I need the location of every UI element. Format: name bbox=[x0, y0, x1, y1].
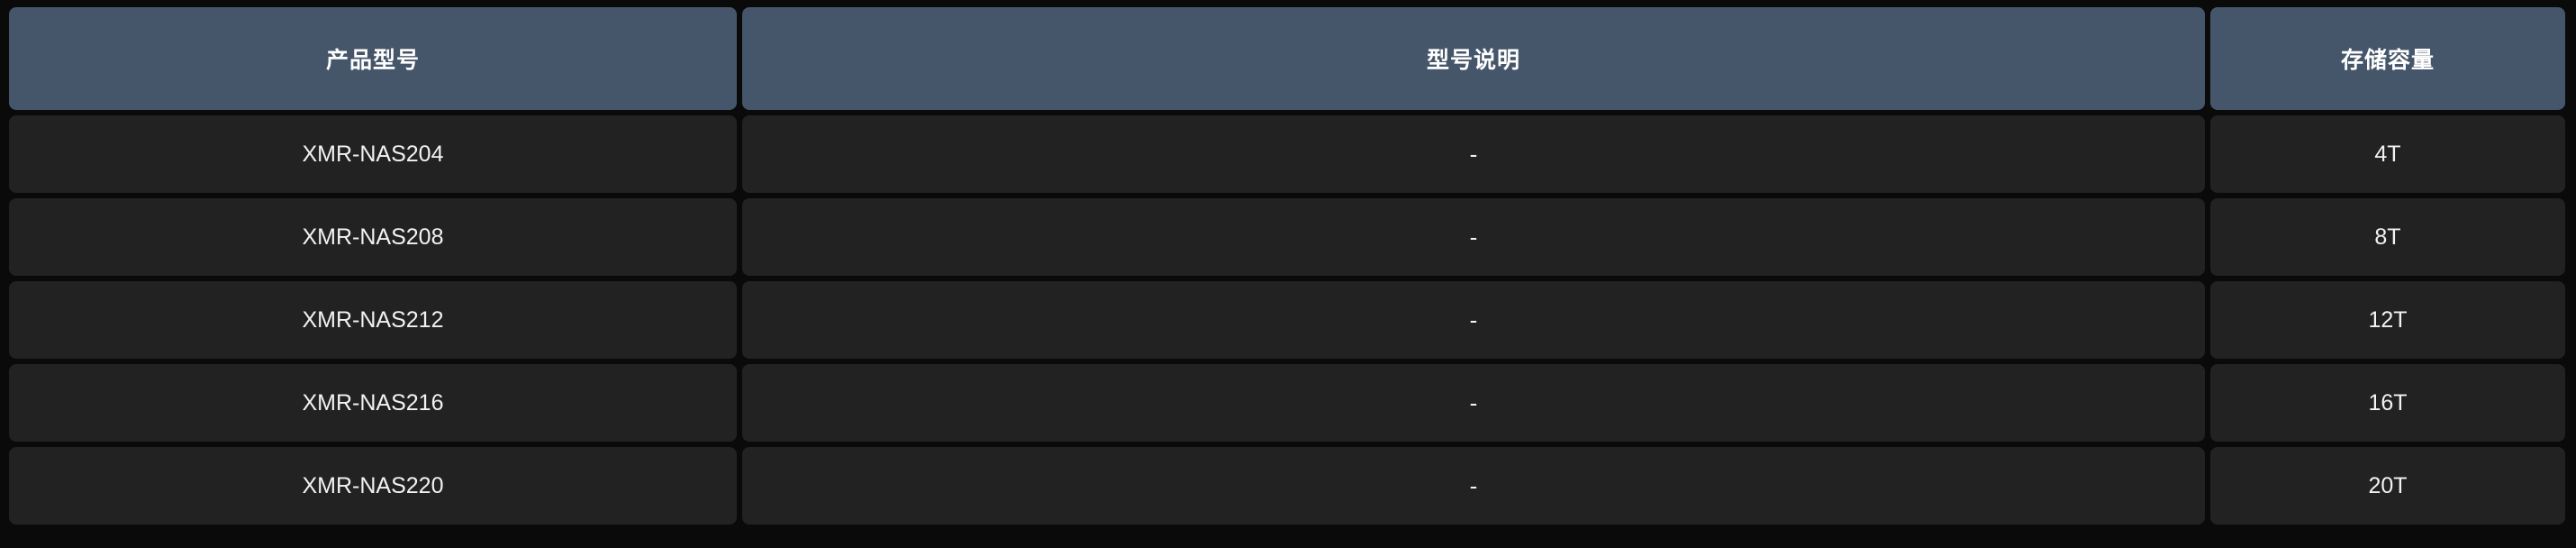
cell-model-value: XMR-NAS204 bbox=[302, 141, 444, 167]
cell-model-value: XMR-NAS212 bbox=[302, 306, 444, 333]
cell-description: - bbox=[742, 281, 2205, 359]
cell-model-value: XMR-NAS220 bbox=[302, 472, 444, 498]
cell-capacity: 16T bbox=[2210, 364, 2565, 442]
cell-capacity-value: 16T bbox=[2368, 389, 2408, 416]
cell-capacity-value: 20T bbox=[2368, 472, 2408, 498]
column-header-model-label: 产品型号 bbox=[325, 48, 420, 73]
cell-description-value: - bbox=[1469, 141, 1478, 168]
column-header-description: 型号说明 bbox=[742, 7, 2205, 110]
table-row: XMR-NAS204 - 4T bbox=[9, 115, 2565, 193]
cell-model-value: XMR-NAS216 bbox=[302, 389, 444, 416]
cell-capacity: 12T bbox=[2210, 281, 2565, 359]
cell-description-value: - bbox=[1469, 306, 1478, 333]
cell-model: XMR-NAS204 bbox=[9, 115, 737, 193]
cell-description: - bbox=[742, 115, 2205, 193]
cell-model: XMR-NAS208 bbox=[9, 198, 737, 276]
cell-description-value: - bbox=[1469, 224, 1478, 251]
column-header-description-label: 型号说明 bbox=[1426, 48, 1520, 73]
cell-model: XMR-NAS216 bbox=[9, 364, 737, 442]
cell-model-value: XMR-NAS208 bbox=[302, 224, 444, 250]
cell-capacity-value: 12T bbox=[2368, 306, 2408, 333]
table-row: XMR-NAS208 - 8T bbox=[9, 198, 2565, 276]
column-header-model: 产品型号 bbox=[9, 7, 737, 110]
cell-description: - bbox=[742, 198, 2205, 276]
cell-description-value: - bbox=[1469, 472, 1478, 499]
cell-description: - bbox=[742, 447, 2205, 525]
table-row: XMR-NAS220 - 20T bbox=[9, 447, 2565, 525]
table-row: XMR-NAS216 - 16T bbox=[9, 364, 2565, 442]
table-header-row: 产品型号 型号说明 存储容量 bbox=[9, 7, 2565, 110]
cell-model: XMR-NAS212 bbox=[9, 281, 737, 359]
cell-capacity: 20T bbox=[2210, 447, 2565, 525]
cell-capacity-value: 8T bbox=[2374, 224, 2401, 250]
cell-capacity: 4T bbox=[2210, 115, 2565, 193]
table-row: XMR-NAS212 - 12T bbox=[9, 281, 2565, 359]
cell-capacity-value: 4T bbox=[2374, 141, 2401, 167]
cell-description: - bbox=[742, 364, 2205, 442]
column-header-capacity-label: 存储容量 bbox=[2340, 48, 2435, 73]
cell-model: XMR-NAS220 bbox=[9, 447, 737, 525]
cell-description-value: - bbox=[1469, 389, 1478, 416]
cell-capacity: 8T bbox=[2210, 198, 2565, 276]
column-header-capacity: 存储容量 bbox=[2210, 7, 2565, 110]
